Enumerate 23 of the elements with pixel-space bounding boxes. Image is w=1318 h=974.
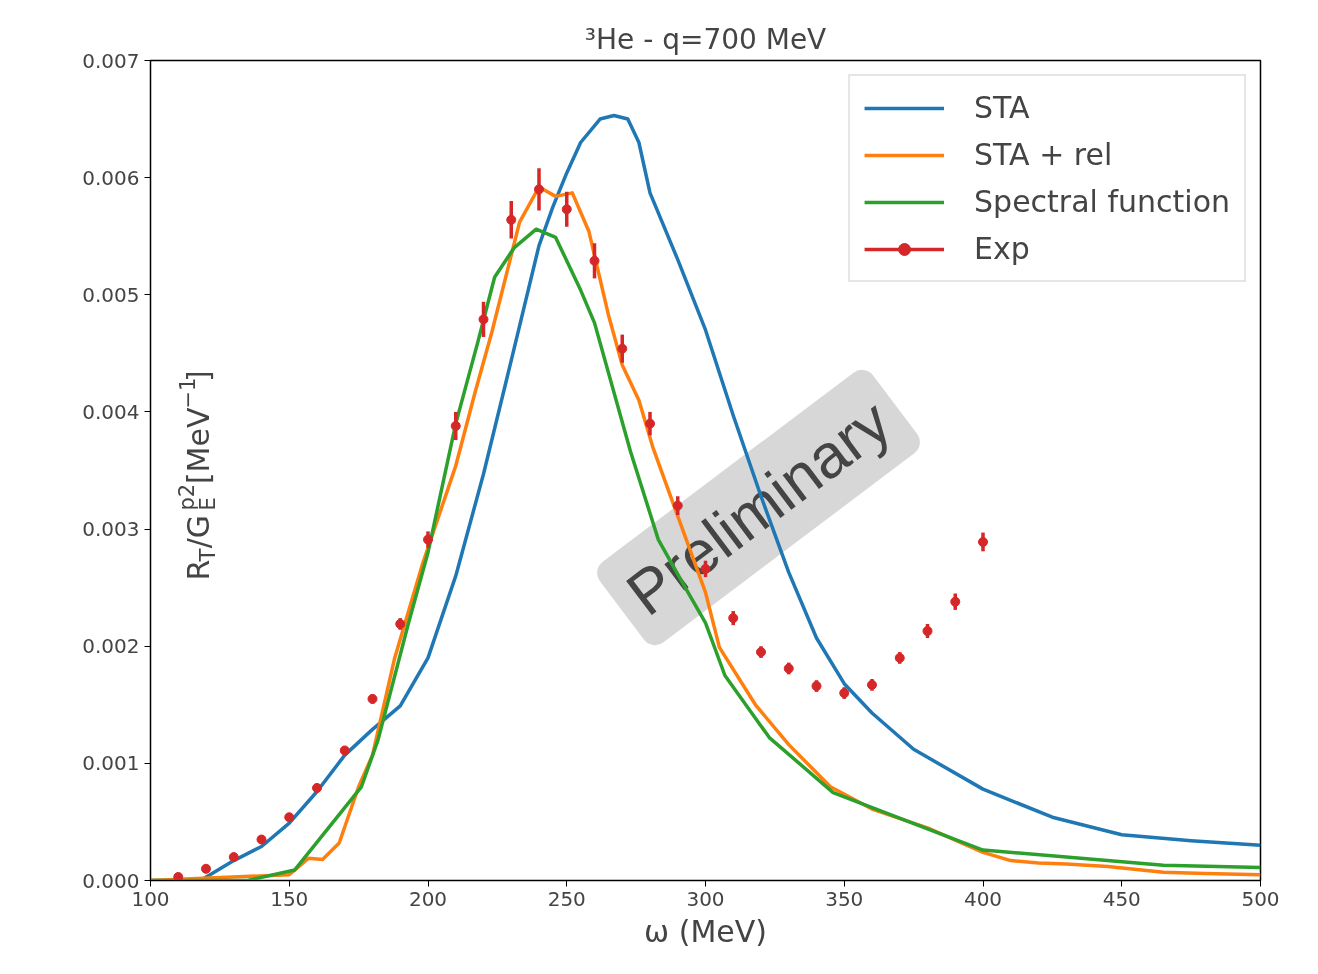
y-tick-label: 0.004 (82, 399, 140, 424)
y-tick-label: 0.003 (82, 517, 140, 542)
y-tick-label: 0.007 (82, 48, 140, 73)
legend-label: Spectral function (974, 184, 1230, 219)
y-tick-label: 0.006 (82, 165, 140, 190)
legend-label: STA + rel (974, 137, 1113, 172)
x-tick-label: 250 (547, 886, 586, 911)
x-tick-label: 450 (1102, 886, 1141, 911)
x-tick-label: 350 (825, 886, 864, 911)
x-tick-label: 150 (270, 886, 309, 911)
x-tick-label: 400 (963, 886, 1003, 911)
legend-label: STA (974, 90, 1030, 125)
chart-title: ³He - q=700 MeV (584, 22, 827, 56)
x-tick-label: 500 (1241, 886, 1280, 911)
y-tick-label: 0.001 (82, 751, 140, 776)
y-tick-label: 0.000 (82, 868, 140, 893)
x-tick-label: 300 (686, 886, 725, 911)
y-tick-label: 0.002 (82, 634, 140, 659)
x-tick-label: 200 (408, 886, 448, 911)
y-axis-title: RT/GEp2[MeV−1] (174, 370, 220, 581)
legend-label: Exp (974, 231, 1030, 266)
y-tick-label: 0.005 (82, 282, 140, 307)
x-axis-title: ω (MeV) (644, 913, 767, 949)
